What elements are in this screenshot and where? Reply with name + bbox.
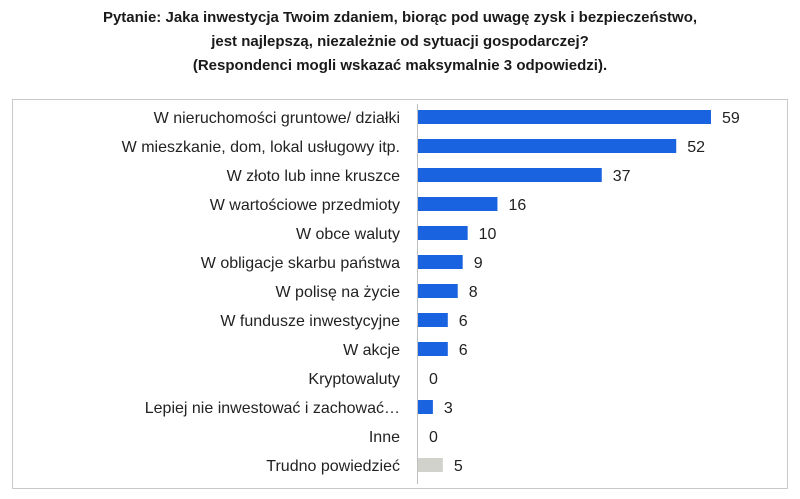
category-label: W wartościowe przedmioty [210,197,400,214]
data-label: 0 [429,371,438,388]
category-label: W polisę na życie [276,284,401,301]
category-label: Inne [369,429,400,446]
bar [418,313,448,327]
category-label: W mieszkanie, dom, lokal usługowy itp. [122,139,400,156]
data-label: 37 [613,168,631,185]
bar [418,458,443,472]
title-line-3: (Respondenci mogli wskazać maksymalnie 3… [192,57,608,74]
bar [418,139,677,153]
category-label: Trudno powiedzieć [266,458,400,475]
bar [418,400,433,414]
category-label: W obce waluty [296,226,400,243]
bar [418,342,448,356]
category-labels: W nieruchomości gruntowe/ działki W miesz… [122,110,400,475]
bar [418,284,458,298]
category-label: W nieruchomości gruntowe/ działki [154,110,400,127]
bar [418,255,463,269]
title-line-2: jest najlepszą, niezależnie od sytuacji … [211,33,589,50]
bar [418,110,711,124]
data-label: 9 [474,255,483,272]
data-label: 6 [459,313,468,330]
data-label: 59 [722,110,740,127]
data-label: 16 [508,197,526,214]
bar [418,168,602,182]
data-label: 5 [454,458,463,475]
category-label: W złoto lub inne kruszce [227,168,401,185]
bar [418,226,468,240]
bar [418,197,498,211]
chart-title: Pytanie: Jaka inwestycja Twoim zdaniem, … [0,6,800,78]
title-line-1: Pytanie: Jaka inwestycja Twoim zdaniem, … [102,9,698,26]
data-label: 10 [479,226,497,243]
category-label: Lepiej nie inwestować i zachować… [145,400,400,417]
category-label: W fundusze inwestycyjne [220,313,400,330]
data-label: 3 [444,400,453,417]
plot-area [12,99,788,489]
data-label: 0 [429,429,438,446]
data-label: 52 [687,139,705,156]
data-label: 6 [459,342,468,359]
category-label: Kryptowaluty [308,371,400,388]
bars-group [418,110,711,472]
data-label: 8 [469,284,478,301]
category-label: W obligacje skarbu państwa [201,255,400,272]
category-label: W akcje [343,342,400,359]
